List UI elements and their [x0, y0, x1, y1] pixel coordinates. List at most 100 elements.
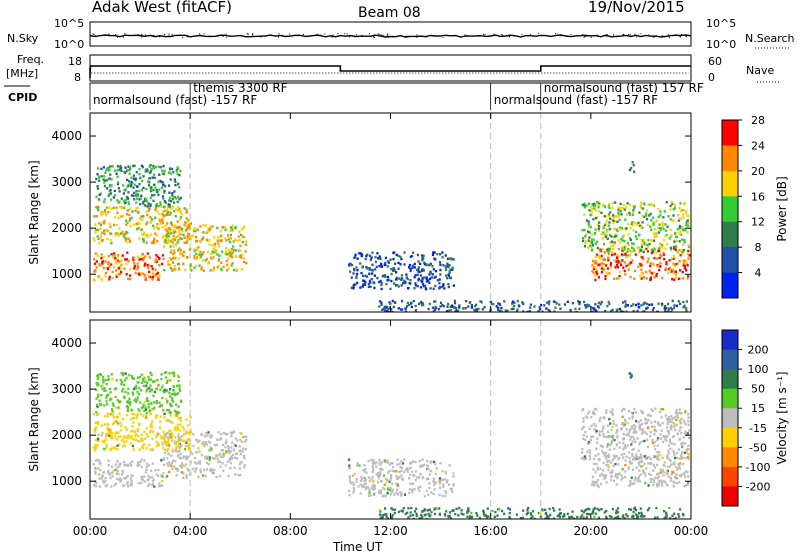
heatmap-cell: [418, 302, 421, 306]
heatmap-cell: [354, 253, 357, 256]
heatmap-cell: [602, 435, 605, 438]
heatmap-cell: [613, 447, 616, 451]
heatmap-cell: [634, 425, 637, 428]
heatmap-cell: [182, 262, 185, 266]
heatmap-cell: [387, 471, 390, 474]
heatmap-cell: [109, 429, 112, 432]
heatmap-cell: [605, 517, 608, 519]
heatmap-cell: [417, 260, 420, 263]
heatmap-cell: [631, 259, 634, 262]
heatmap-cell: [157, 227, 160, 230]
heatmap-cell: [420, 286, 423, 289]
heatmap-cell: [171, 268, 174, 271]
heatmap-cell: [166, 212, 169, 215]
heatmap-cell: [245, 261, 248, 265]
heatmap-cell: [355, 477, 358, 481]
heatmap-cell: [99, 463, 102, 466]
heatmap-cell: [624, 218, 627, 221]
heatmap-cell: [175, 428, 178, 432]
heatmap-cell: [349, 270, 352, 273]
noise-search-dot: [303, 35, 305, 37]
noise-search-dot: [278, 36, 279, 38]
heatmap-cell: [161, 181, 164, 184]
heatmap-cell: [660, 408, 663, 411]
heatmap-cell: [470, 511, 473, 515]
heatmap-cell: [434, 275, 437, 278]
x-tick-label: 00:00: [674, 524, 709, 538]
heatmap-cell: [367, 282, 370, 286]
heatmap-cell: [580, 457, 583, 460]
heatmap-cell: [452, 484, 455, 487]
heatmap-cell: [107, 167, 110, 170]
heatmap-cell: [594, 309, 597, 312]
heatmap-cell: [442, 483, 445, 486]
heatmap-cell: [170, 224, 173, 227]
heatmap-cell: [140, 465, 143, 469]
heatmap-cell: [113, 189, 116, 193]
heatmap-cell: [101, 210, 104, 213]
heatmap-cell: [133, 198, 136, 201]
heatmap-cell: [438, 482, 442, 485]
heatmap-cell: [165, 435, 168, 438]
heatmap-cell: [620, 206, 623, 210]
heatmap-cell: [427, 493, 430, 496]
heatmap-cell: [624, 418, 627, 421]
heatmap-cell: [672, 425, 675, 428]
noise-search-dot: [94, 35, 96, 37]
heatmap-cell: [634, 253, 637, 256]
heatmap-cell: [649, 212, 652, 216]
heatmap-cell: [663, 307, 666, 310]
heatmap-cell: [130, 430, 133, 433]
heatmap-cell: [621, 246, 624, 249]
noise-search-dot: [493, 33, 495, 35]
heatmap-cell: [115, 379, 118, 382]
heatmap-cell: [135, 387, 138, 390]
heatmap-cell: [351, 474, 355, 478]
heatmap-cell: [243, 435, 246, 438]
heatmap-cell: [97, 439, 100, 443]
heatmap-cell: [200, 268, 203, 271]
heatmap-cell: [139, 401, 142, 404]
heatmap-cell: [680, 453, 683, 457]
heatmap-cell: [189, 222, 193, 225]
heatmap-cell: [352, 488, 356, 492]
heatmap-cell: [158, 426, 162, 429]
heatmap-cell: [664, 247, 667, 250]
heatmap-cell: [673, 471, 676, 474]
heatmap-cell: [640, 242, 643, 246]
heatmap-cell: [678, 240, 681, 243]
heatmap-cell: [118, 268, 122, 271]
heatmap-cell: [137, 194, 140, 198]
heatmap-cell: [428, 473, 431, 476]
heatmap-cell: [610, 235, 613, 238]
heatmap-cell: [220, 449, 223, 452]
heatmap-cell: [682, 259, 685, 262]
heatmap-cell: [230, 255, 234, 259]
heatmap-cell: [96, 254, 99, 257]
heatmap-cell: [204, 455, 207, 459]
heatmap-cell: [587, 412, 590, 415]
heatmap-cell: [133, 183, 136, 186]
heatmap-cell: [122, 192, 125, 195]
noise-right-tick-top: 10^5: [706, 17, 736, 30]
heatmap-cell: [143, 409, 146, 413]
heatmap-cell: [138, 237, 141, 240]
heatmap-cell: [558, 508, 561, 511]
heatmap-cell: [359, 479, 363, 483]
heatmap-cell: [171, 400, 175, 403]
heatmap-cell: [384, 306, 387, 309]
heatmap-cell: [602, 262, 605, 266]
heatmap-cell: [96, 173, 99, 176]
heatmap-cell: [185, 210, 188, 214]
heatmap-cell: [584, 304, 587, 307]
heatmap-cell: [155, 188, 158, 192]
heatmap-cell: [614, 233, 617, 236]
heatmap-cell: [582, 511, 585, 514]
heatmap-cell: [670, 428, 673, 431]
heatmap-cell: [99, 223, 103, 227]
heatmap-cell: [581, 451, 584, 454]
heatmap-cell: [427, 281, 430, 284]
heatmap-cell: [136, 185, 139, 189]
heatmap-cell: [396, 484, 399, 487]
heatmap-cell: [106, 237, 109, 241]
